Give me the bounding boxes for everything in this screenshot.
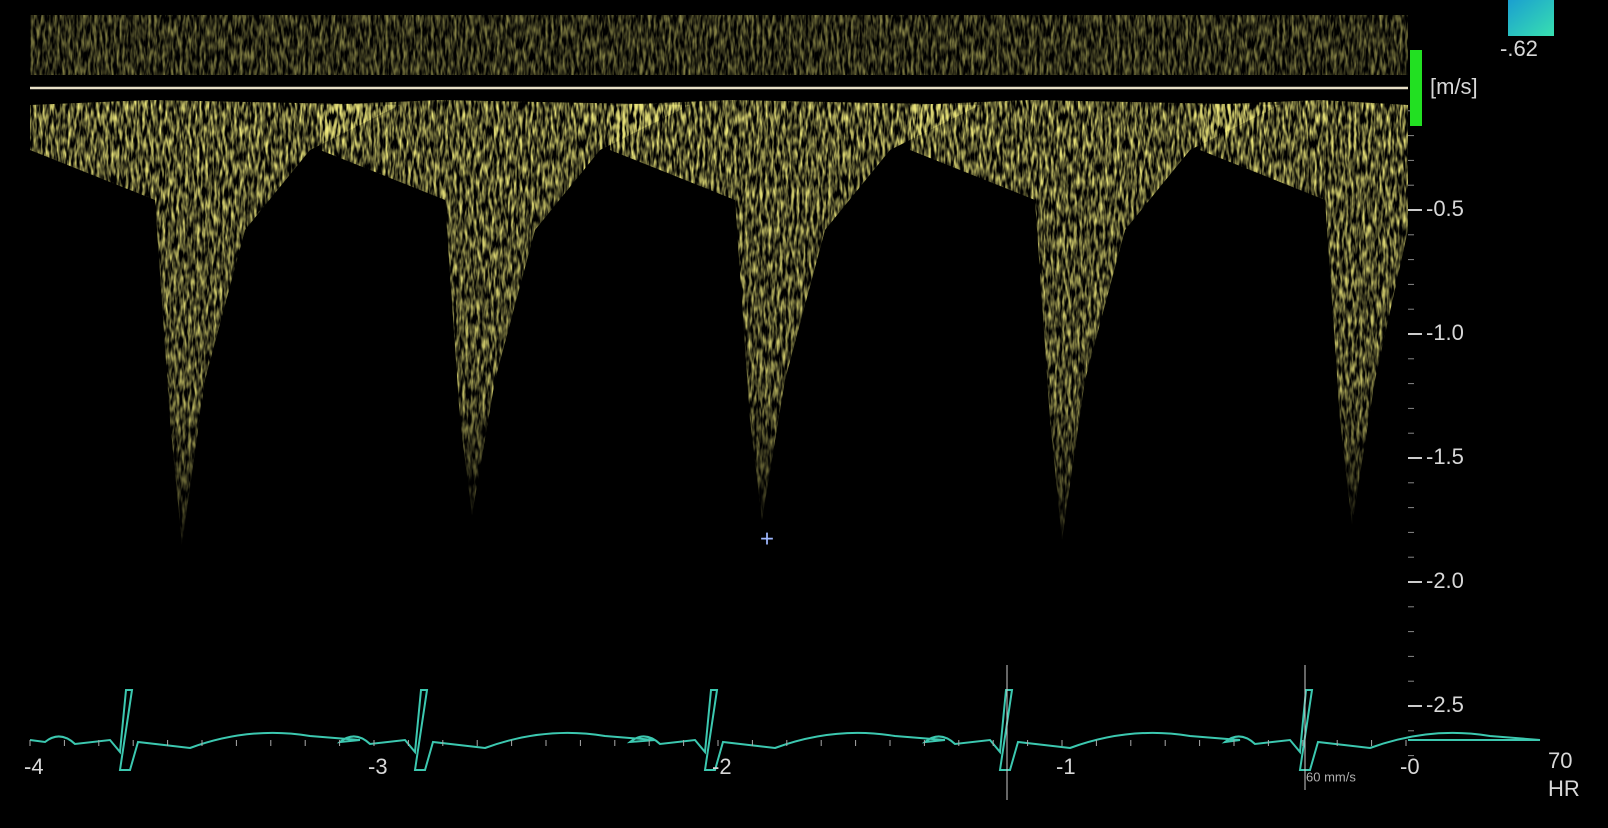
sweep-speed: 60 mm/s — [1306, 769, 1356, 784]
velocity-axis: -0.5 -1.0 -1.5 -2.0 -2.5 — [1408, 111, 1464, 756]
time-tick-label: -4 — [24, 754, 44, 779]
velocity-unit: [m/s] — [1430, 74, 1478, 99]
spectral-envelope — [910, 100, 1280, 540]
spectral-envelope — [610, 100, 980, 520]
time-tick-label: -1 — [1056, 754, 1076, 779]
doppler-screen: -0.5 -1.0 -1.5 -2.0 -2.5 [m/s] -.62 -4 -3 -2 -1… — [0, 0, 1608, 828]
heart-rate-label: HR — [1548, 776, 1580, 801]
time-axis: -4 -3 -2 -1 -0 — [24, 665, 1420, 800]
velocity-tick-label: -2.0 — [1426, 568, 1464, 593]
spectral-envelope — [320, 100, 690, 515]
velocity-tick-label: -0.5 — [1426, 196, 1464, 221]
velocity-tick-label: -1.0 — [1426, 320, 1464, 345]
spectral-envelope — [30, 100, 400, 545]
time-tick-label: -0 — [1400, 754, 1420, 779]
color-bar-label: -.62 — [1500, 36, 1538, 61]
velocity-tick-label: -1.5 — [1426, 444, 1464, 469]
color-bar — [1508, 0, 1554, 36]
time-tick-label: -3 — [368, 754, 388, 779]
cursor: + — [760, 525, 774, 552]
velocity-tick-label: -2.5 — [1426, 692, 1464, 717]
heart-rate-value: 70 — [1548, 748, 1572, 773]
baseline-marker — [1410, 50, 1422, 126]
spectral-envelope — [1200, 100, 1408, 525]
time-tick-label: -2 — [712, 754, 732, 779]
forward-spectrum — [30, 15, 1408, 75]
ecg-trace — [30, 690, 1540, 770]
spectral-envelopes — [30, 100, 1408, 545]
